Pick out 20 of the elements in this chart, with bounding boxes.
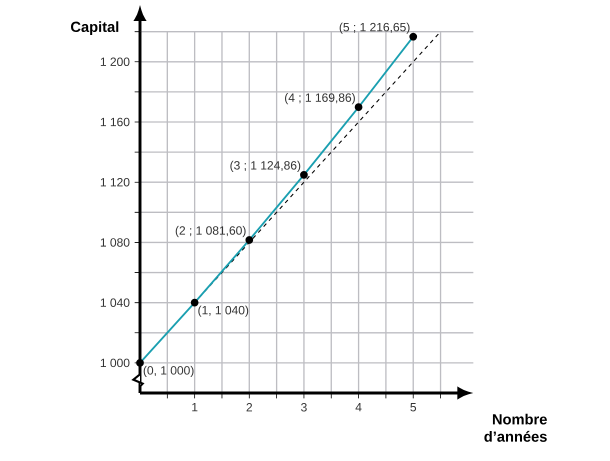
annotation: (1, 1 040) — [198, 306, 248, 317]
point — [136, 359, 144, 367]
x-tick-label: 1 — [192, 403, 198, 412]
annotation: (5 ; 1 216,65) — [340, 22, 410, 34]
annotation: (4 ; 1 169,86) — [285, 93, 355, 104]
y-axis-title: Capital — [71, 21, 118, 35]
y-tick-label: 1 200 — [100, 58, 130, 66]
y-tick-label: 1 120 — [100, 178, 130, 186]
y-tick-label: 1 040 — [100, 298, 130, 307]
x-tick-label: 5 — [410, 403, 416, 412]
x-tick-label: 3 — [301, 403, 307, 412]
annotation: (3 ; 1 124,86) — [230, 160, 300, 172]
y-tick-label: 1 080 — [100, 238, 130, 247]
x-tick-label: 2 — [246, 403, 252, 412]
x-tick-label: 4 — [356, 403, 362, 412]
y-tick-label: 1 000 — [100, 358, 130, 368]
annotation: (2 ; 1 081,60) — [176, 226, 246, 238]
annotation: (0, 1 000) — [144, 366, 194, 378]
x-axis-title: Nombre d’années — [484, 414, 547, 442]
y-tick-label: 1 160 — [100, 118, 130, 126]
